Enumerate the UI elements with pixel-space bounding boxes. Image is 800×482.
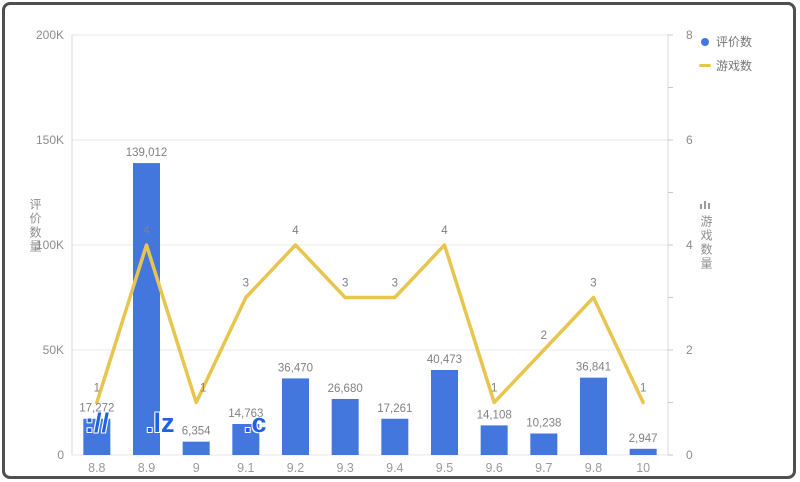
bar-value-label: 17,261 <box>377 403 412 415</box>
bar-value-label: 17,272 <box>79 403 114 415</box>
bar[interactable] <box>580 377 607 455</box>
point-value-label: 3 <box>342 278 348 290</box>
bar[interactable] <box>629 448 657 455</box>
left-axis-tick-label: 200K <box>36 28 64 42</box>
point-value-label: 1 <box>640 383 646 395</box>
bar-value-label: 40,473 <box>427 354 462 366</box>
right-axis-title: 游戏数量 <box>699 215 713 271</box>
left-axis-tick-label: 150K <box>36 133 64 147</box>
right-axis-tick-label: 8 <box>686 28 693 42</box>
chart-icon <box>700 201 710 209</box>
x-axis-label: 9.7 <box>535 461 552 475</box>
right-axis-tick-label: 4 <box>686 238 693 252</box>
point-value-label: 1 <box>491 383 497 395</box>
x-axis-label: 9.3 <box>336 461 353 475</box>
bar-value-label: 36,470 <box>278 362 313 374</box>
bar-value-label: 36,841 <box>576 362 611 374</box>
bar-value-label: 10,238 <box>526 418 561 430</box>
x-axis-label: 8.8 <box>88 461 105 475</box>
legend-item-reviews[interactable]: 评价数 <box>699 33 752 50</box>
point-value-label: 4 <box>143 225 150 237</box>
left-axis-tick-label: 100K <box>36 238 64 252</box>
bar[interactable] <box>232 423 260 455</box>
point-value-label: 3 <box>590 278 596 290</box>
x-axis-label: 9 <box>193 461 200 475</box>
legend: 评价数 游戏数 <box>698 33 752 81</box>
line-series <box>95 243 645 405</box>
x-axis-label: 9.1 <box>237 461 254 475</box>
bar[interactable] <box>331 398 359 455</box>
legend-label: 游戏数 <box>715 59 752 73</box>
bar[interactable] <box>381 418 409 455</box>
point-value-label: 3 <box>392 278 398 290</box>
point-value-label: 1 <box>94 383 100 395</box>
legend-dash-icon <box>698 64 711 67</box>
bar[interactable] <box>133 163 160 455</box>
legend-item-games[interactable]: 游戏数 <box>698 57 752 74</box>
point-value-label: 2 <box>541 330 547 342</box>
bar[interactable] <box>83 418 111 455</box>
x-axis-label: 10 <box>636 461 650 475</box>
point-value-label: 3 <box>243 278 249 290</box>
right-axis-tick-label: 0 <box>686 448 693 462</box>
legend-dot-icon <box>700 37 709 46</box>
x-axis-label: 9.5 <box>436 461 453 475</box>
left-axis-title: 评价数量 <box>28 198 42 254</box>
bar-value-label: 26,680 <box>328 383 363 395</box>
right-axis-tick-label: 2 <box>686 343 693 357</box>
left-axis-tick-label: 0 <box>57 448 64 462</box>
point-value-label: 1 <box>200 383 206 395</box>
right-axis-tick-label: 6 <box>686 133 693 147</box>
x-axis-label: 9.4 <box>386 461 403 475</box>
x-axis-label: 9.2 <box>287 461 304 475</box>
left-axis-tick-label: 50K <box>43 343 64 357</box>
bar[interactable] <box>431 370 458 455</box>
bar-value-label: 6,354 <box>182 426 211 438</box>
x-axis-label: 8.9 <box>138 461 155 475</box>
bar[interactable] <box>480 425 508 455</box>
bar[interactable] <box>282 378 309 455</box>
bar[interactable] <box>182 441 210 455</box>
point-value-label: 4 <box>292 225 299 237</box>
bar-value-label: 139,012 <box>126 147 168 159</box>
bar-value-label: 14,108 <box>477 409 512 421</box>
x-axis-label: 9.6 <box>485 461 502 475</box>
x-axis-label: 9.8 <box>585 461 602 475</box>
bar[interactable] <box>530 433 558 455</box>
bar-value-label: 14,763 <box>228 408 263 420</box>
legend-label: 评价数 <box>715 35 752 49</box>
bar-value-label: 2,947 <box>629 433 658 445</box>
point-value-label: 4 <box>441 225 448 237</box>
